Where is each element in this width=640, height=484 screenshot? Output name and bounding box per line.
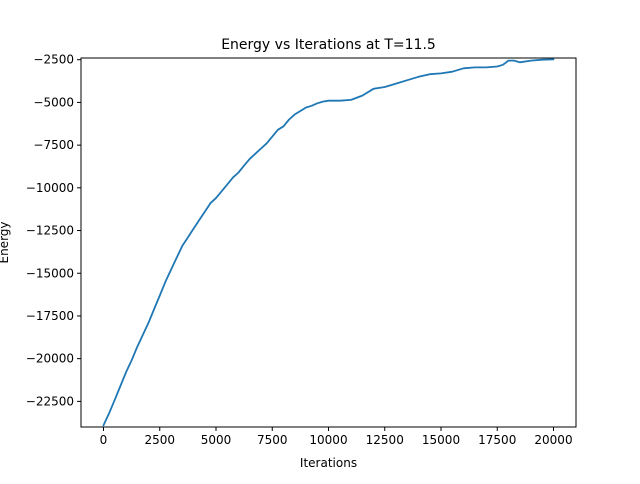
x-tick-label: 0 xyxy=(100,433,108,447)
chart-title: Energy vs Iterations at T=11.5 xyxy=(221,37,436,53)
x-tick-label: 17500 xyxy=(478,433,516,447)
y-tick-label: −17500 xyxy=(26,309,74,323)
x-tick-label: 20000 xyxy=(534,433,572,447)
x-tick-label: 12500 xyxy=(366,433,404,447)
y-tick-label: −5000 xyxy=(33,95,74,109)
y-axis-label: Energy xyxy=(0,221,11,263)
x-axis-label: Iterations xyxy=(300,456,357,470)
y-tick-label: −12500 xyxy=(26,224,74,238)
x-tick-label: 2500 xyxy=(144,433,175,447)
y-tick-label: −20000 xyxy=(26,352,74,366)
y-tick-label: −7500 xyxy=(33,138,74,152)
y-tick-label: −2500 xyxy=(33,53,74,67)
x-tick-label: 15000 xyxy=(422,433,460,447)
plot-frame xyxy=(80,57,577,428)
energy-series-line xyxy=(102,58,555,427)
x-tick-label: 10000 xyxy=(309,433,347,447)
series-layer xyxy=(102,58,555,427)
y-tick-label: −10000 xyxy=(26,181,74,195)
y-tick-label: −15000 xyxy=(26,266,74,280)
x-tick-label: 7500 xyxy=(257,433,288,447)
axis-ticks: 0 2500 5000 7500 10000 12500 15000 17500 20000 −2… xyxy=(26,53,573,447)
x-tick-label: 5000 xyxy=(201,433,232,447)
y-tick-label: −22500 xyxy=(26,394,74,408)
